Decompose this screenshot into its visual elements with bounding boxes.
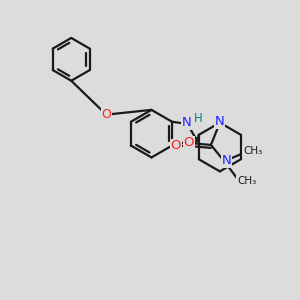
Text: N: N	[182, 116, 192, 129]
Text: H: H	[194, 112, 202, 125]
Text: N: N	[222, 154, 232, 167]
Text: N: N	[215, 115, 225, 128]
Text: O: O	[183, 136, 194, 149]
Text: CH₃: CH₃	[237, 176, 256, 186]
Text: O: O	[101, 108, 111, 121]
Text: CH₃: CH₃	[243, 146, 262, 156]
Text: O: O	[170, 139, 181, 152]
